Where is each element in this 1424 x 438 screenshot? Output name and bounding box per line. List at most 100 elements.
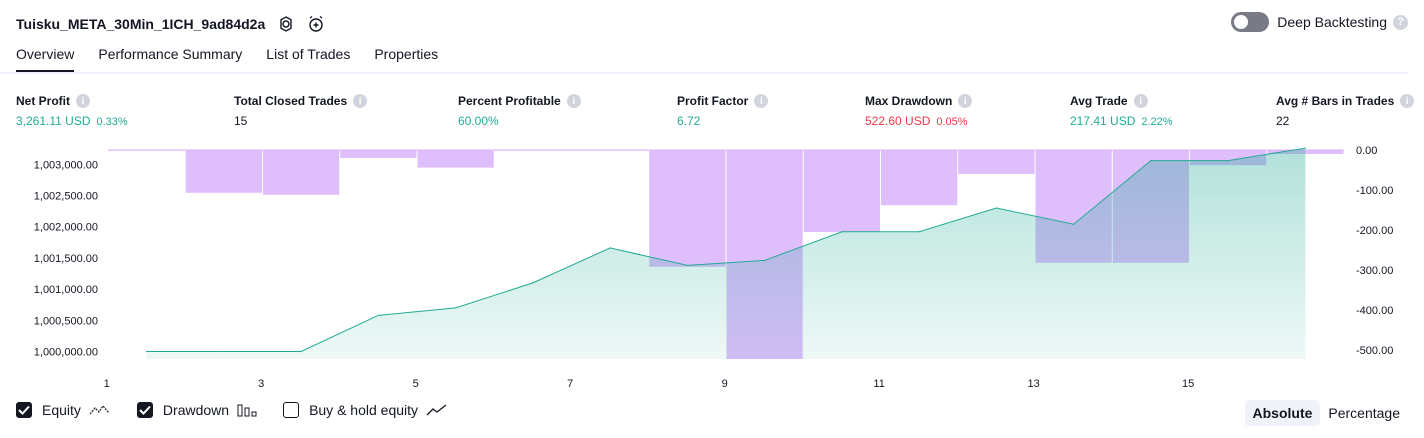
drawdown-bar: [185, 150, 262, 193]
right-axis-tick: -500.00: [1356, 345, 1393, 357]
drawdown-bar: [263, 150, 340, 195]
metric-total-closed-trades: Total Closed Trades i 15: [234, 94, 368, 128]
checkmark-icon: [139, 405, 151, 415]
deep-backtesting-label: Deep Backtesting: [1277, 14, 1387, 30]
metric-percent: 0.33%: [96, 116, 128, 128]
drawdown-bars-icon: [237, 404, 257, 417]
equity-point: [1304, 147, 1306, 149]
equity-point: [223, 350, 225, 353]
tab-overview[interactable]: Overview: [16, 46, 75, 73]
equity-line-icon: [89, 405, 110, 415]
drawdown-bar: [803, 150, 880, 232]
checkmark-icon: [18, 405, 30, 415]
equity-point: [300, 350, 302, 353]
left-axis-tick: 1,000,500.00: [34, 315, 98, 327]
left-axis-tick: 1,001,000.00: [34, 284, 98, 296]
legend-equity[interactable]: Equity: [16, 402, 111, 418]
deep-backtesting: Deep Backtesting ?: [1231, 12, 1408, 32]
x-axis-tick: 1: [104, 378, 110, 390]
legend-drawdown-label: Drawdown: [162, 402, 230, 418]
right-axis-tick: -100.00: [1356, 185, 1393, 197]
drawdown-bar: [108, 150, 185, 151]
help-icon[interactable]: i: [754, 94, 769, 108]
equity-point: [841, 231, 843, 233]
equity-point: [686, 264, 688, 267]
legend-equity-label: Equity: [42, 402, 81, 418]
legend-buy-hold-label: Buy & hold equity: [309, 402, 419, 418]
left-axis-tick: 1,003,000.00: [34, 159, 98, 171]
tab-properties[interactable]: Properties: [374, 46, 439, 62]
buy-hold-checkbox[interactable]: [283, 402, 300, 418]
help-icon[interactable]: i: [566, 94, 581, 108]
metric-label: Avg Trade: [1070, 94, 1128, 108]
x-axis-tick: 3: [258, 378, 264, 390]
drawdown-bar: [340, 150, 417, 158]
tab-divider: [0, 72, 1408, 74]
help-icon[interactable]: i: [1133, 94, 1148, 108]
metric-label: Avg # Bars in Trades: [1276, 94, 1395, 108]
x-axis-tick: 5: [413, 378, 419, 390]
deep-backtesting-toggle[interactable]: [1231, 12, 1270, 32]
x-axis-tick: 13: [1028, 378, 1040, 390]
equity-point: [532, 282, 534, 284]
left-axis-tick: 1,002,000.00: [34, 222, 98, 234]
help-icon[interactable]: i: [76, 94, 90, 108]
right-axis-tick: 0.00: [1356, 145, 1377, 157]
chart-legend: Equity Drawdown Buy & hold equity: [16, 402, 474, 418]
metric-percent-profitable: Percent Profitable i 60.00%: [458, 94, 581, 128]
equity-point: [146, 350, 148, 353]
drawdown-bar: [494, 150, 571, 151]
metric-percent: 2.22%: [1141, 116, 1173, 128]
equity-point: [1150, 160, 1152, 162]
metric-avg-trade: Avg Trade i 217.41 USD 2.22%: [1070, 94, 1173, 128]
strategy-name: Tuisku_META_30Min_1ICH_9ad84d2a: [16, 16, 266, 32]
metric-avg-bars-in-trades: Avg # Bars in Trades i 22: [1276, 94, 1415, 128]
equity-point: [918, 231, 920, 233]
metric-label: Percent Profitable: [458, 94, 561, 108]
settings-icon[interactable]: [277, 15, 295, 33]
drawdown-bar: [881, 150, 958, 206]
drawdown-bar: [572, 150, 649, 151]
help-icon[interactable]: ?: [1393, 14, 1408, 30]
equity-point: [1073, 223, 1075, 225]
equity-point: [377, 314, 379, 316]
legend-buy-hold[interactable]: Buy & hold equity: [283, 402, 448, 418]
metric-value: 6.72: [677, 114, 701, 128]
right-axis-tick: -300.00: [1356, 265, 1393, 277]
help-icon[interactable]: i: [958, 94, 973, 108]
tab-list-of-trades[interactable]: List of Trades: [266, 46, 351, 62]
metric-max-drawdown: Max Drawdown i 522.60 USD 0.05%: [865, 94, 973, 128]
metric-value: 3,261.11 USD: [16, 114, 91, 128]
x-axis-tick: 7: [567, 378, 573, 390]
help-icon[interactable]: i: [353, 94, 368, 108]
buy-hold-line-icon: [426, 404, 447, 416]
mode-percentage-button[interactable]: Percentage: [1328, 405, 1400, 421]
metric-value: 22: [1276, 114, 1290, 128]
add-alert-icon[interactable]: [307, 15, 325, 33]
metric-label: Max Drawdown: [865, 94, 953, 108]
x-axis-tick: 9: [722, 378, 728, 390]
metric-label: Total Closed Trades: [234, 94, 348, 108]
report-tabs: Overview Performance Summary List of Tra…: [16, 46, 438, 73]
tab-performance-summary[interactable]: Performance Summary: [98, 46, 243, 62]
metric-label: Profit Factor: [677, 94, 749, 108]
drawdown-bar: [649, 150, 726, 267]
equity-checkbox[interactable]: [16, 402, 32, 418]
metric-value: 60.00%: [458, 114, 499, 128]
mode-absolute-button[interactable]: Absolute: [1244, 400, 1321, 426]
right-axis-tick: -200.00: [1356, 225, 1393, 237]
equity-point: [455, 307, 457, 309]
metric-profit-factor: Profit Factor i 6.72: [677, 94, 769, 128]
legend-drawdown[interactable]: Drawdown: [136, 402, 257, 418]
equity-drawdown-chart[interactable]: 1,003,000.00 1,002,500.00 1,002,000.00 1,00…: [0, 142, 1424, 392]
help-icon[interactable]: i: [1400, 94, 1415, 108]
value-mode-switch: Absolute Percentage: [1244, 400, 1409, 426]
metric-value: 217.41 USD: [1070, 114, 1136, 128]
x-axis-tick: 15: [1182, 378, 1194, 390]
equity-point: [1227, 160, 1229, 162]
drawdown-checkbox[interactable]: [136, 402, 153, 418]
metric-label: Net Profit: [16, 94, 70, 108]
left-axis-tick: 1,002,500.00: [34, 191, 98, 203]
right-axis-tick: -400.00: [1356, 305, 1393, 317]
strategy-header: Tuisku_META_30Min_1ICH_9ad84d2a: [16, 12, 325, 36]
